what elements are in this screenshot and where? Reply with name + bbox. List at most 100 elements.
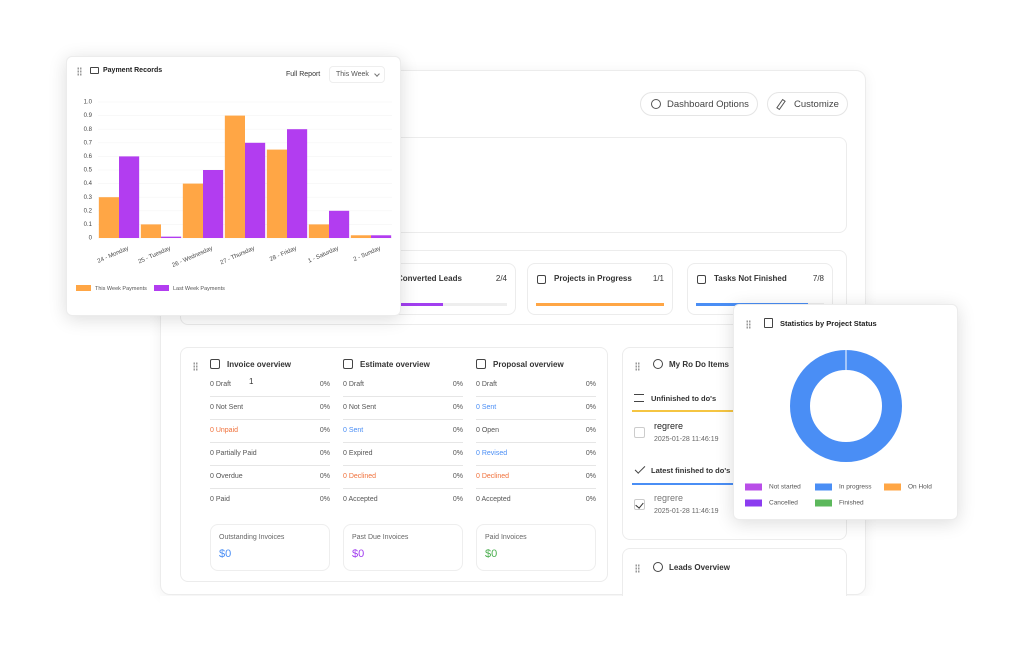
legend-label: On Hold	[908, 484, 932, 491]
bar	[224, 115, 245, 238]
status-label: 0 Expired	[343, 450, 373, 457]
progress-bar	[536, 303, 664, 306]
x-tick-label: 25 - Tuesday	[138, 246, 172, 266]
y-tick-label: 0.7	[84, 140, 93, 146]
legend-label: Last Week Payments	[173, 286, 225, 292]
y-tick-label: 0.1	[84, 222, 93, 228]
x-tick-label: 28 - Friday	[269, 246, 298, 263]
total-value: $0	[219, 547, 232, 560]
bar	[308, 224, 329, 238]
todo-date: 2025-01-28 11:46:19	[654, 508, 719, 515]
bar	[161, 236, 182, 238]
total-label: Paid Invoices	[485, 534, 527, 541]
status-percent: 0%	[585, 496, 596, 503]
status-percent: 0%	[319, 473, 330, 480]
total-card	[476, 524, 596, 571]
y-tick-label: 0.2	[84, 208, 93, 214]
status-label: 0 Open	[476, 427, 499, 434]
bar	[119, 156, 140, 238]
legend-label: In progress	[839, 484, 872, 491]
status-label: 0 Partially Paid	[210, 450, 257, 457]
checkbox[interactable]	[634, 427, 645, 438]
status-percent: 0%	[585, 427, 596, 434]
todo-text: regrere	[654, 420, 684, 431]
section-title: Latest finished to do's	[651, 465, 731, 475]
row-divider	[476, 442, 596, 443]
status-percent: 0%	[452, 450, 463, 457]
gear-icon	[651, 99, 661, 109]
overview-title: Invoice overview	[227, 359, 292, 369]
legend-swatch	[76, 285, 91, 291]
status-label: 0 Not Sent	[343, 404, 377, 411]
list-icon	[634, 394, 644, 402]
status-label: 0 Declined	[343, 473, 377, 480]
bar	[371, 235, 392, 238]
leads-icon	[653, 562, 663, 572]
bar	[329, 210, 350, 238]
legend-label: Finished	[839, 500, 864, 507]
row-divider	[476, 465, 596, 466]
period-label: This Week	[336, 71, 369, 78]
section-underline	[632, 483, 742, 485]
legend-label: Not started	[769, 484, 801, 491]
legend-label: Cancelled	[769, 500, 798, 507]
drag-handle	[635, 362, 640, 371]
checkbox[interactable]	[634, 499, 645, 510]
legend-swatch	[815, 499, 832, 507]
x-tick-label: 24 - Monday	[97, 246, 130, 265]
bar	[287, 129, 308, 238]
status-label: 0 Declined	[476, 473, 510, 480]
bar	[98, 197, 119, 238]
stat-value: 7/8	[812, 273, 824, 283]
row-divider	[476, 488, 596, 489]
total-value: $0	[352, 547, 365, 560]
row-divider	[476, 396, 596, 397]
x-tick-label: 27 - Thursday	[220, 246, 256, 266]
y-tick-label: 0	[89, 236, 93, 242]
status-label: 0 Unpaid	[210, 427, 239, 434]
todo-title: My Ro Do Items	[669, 359, 730, 369]
legend-swatch	[745, 499, 762, 507]
y-tick-label: 0.8	[84, 127, 93, 133]
y-tick-label: 0.6	[84, 154, 93, 160]
status-label: 0 Paid	[210, 496, 230, 503]
bar	[140, 224, 161, 238]
todo-date: 2025-01-28 11:46:19	[654, 436, 719, 443]
status-percent: 0%	[319, 381, 330, 388]
y-tick-label: 0.9	[84, 113, 93, 119]
stat-label: Converted Leads	[397, 273, 462, 283]
status-percent: 0%	[319, 427, 330, 434]
row-divider	[343, 396, 463, 397]
status-label: 0 Sent	[343, 427, 364, 434]
row-divider	[343, 465, 463, 466]
status-percent: 0%	[452, 381, 463, 388]
progress-bar	[379, 303, 443, 306]
customize-button[interactable]	[767, 92, 848, 116]
legend-swatch	[884, 483, 901, 491]
row-divider	[210, 488, 330, 489]
drag-handle	[635, 564, 640, 573]
status-label: 0 Draft	[476, 381, 498, 388]
status-label: 0 Draft	[210, 381, 232, 388]
drag-handle	[193, 362, 198, 371]
card-title: Statistics by Project Status	[780, 318, 877, 328]
status-label: 0 Revised	[476, 450, 508, 457]
full-report-link[interactable]: Full Report	[286, 71, 321, 78]
status-percent: 0%	[452, 496, 463, 503]
row-divider	[343, 419, 463, 420]
bar	[245, 142, 266, 238]
total-label: Past Due Invoices	[352, 534, 409, 541]
overview-title: Estimate overview	[360, 359, 430, 369]
check-icon	[653, 359, 663, 369]
period-dropdown[interactable]	[329, 66, 385, 83]
legend-swatch	[815, 483, 832, 491]
status-percent: 0%	[319, 450, 330, 457]
row-divider	[343, 488, 463, 489]
status-percent: 0%	[319, 404, 330, 411]
status-percent: 0%	[452, 404, 463, 411]
stat-value: 2/4	[495, 273, 507, 283]
icon	[476, 359, 486, 369]
total-value: $0	[485, 547, 498, 560]
status-label: 0 Accepted	[343, 496, 378, 503]
status-percent: 0%	[452, 427, 463, 434]
